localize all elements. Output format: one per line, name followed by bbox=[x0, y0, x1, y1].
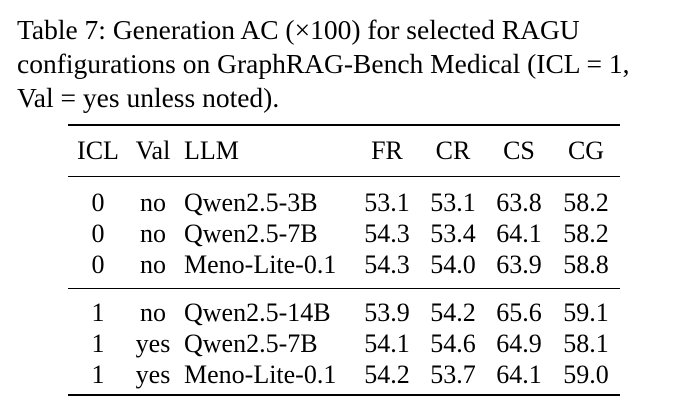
cell-icl: 0 bbox=[91, 187, 105, 217]
table-row: 1 yes Qwen2.5-7B 54.1 54.6 64.9 58.1 bbox=[68, 328, 620, 359]
cell-fr: 54.1 bbox=[364, 328, 410, 358]
table-row: 0 no Qwen2.5-3B 53.1 53.1 63.8 58.2 bbox=[68, 177, 620, 219]
cell-val: no bbox=[140, 218, 166, 248]
cell-cg: 59.1 bbox=[563, 297, 609, 327]
cell-cr: 53.4 bbox=[430, 218, 476, 248]
cell-cs: 64.1 bbox=[496, 218, 542, 248]
header-cr: CR bbox=[435, 136, 471, 165]
cell-cg: 58.8 bbox=[563, 249, 609, 279]
cell-cs: 64.9 bbox=[496, 328, 542, 358]
cell-cr: 54.0 bbox=[430, 249, 476, 279]
cell-cr: 53.1 bbox=[430, 187, 476, 217]
table-row: 1 yes Meno-Lite-0.1 54.2 53.7 64.1 59.0 bbox=[68, 359, 620, 395]
header-cs: CS bbox=[503, 136, 535, 165]
cell-fr: 54.2 bbox=[364, 359, 410, 389]
cell-icl: 1 bbox=[91, 328, 105, 358]
table-group-icl-1: 1 no Qwen2.5-14B 53.9 54.2 65.6 59.1 1 y… bbox=[68, 289, 620, 395]
cell-cr: 54.6 bbox=[430, 328, 476, 358]
cell-val: yes bbox=[135, 359, 171, 389]
header-row: ICL Val LLM FR CR CS CG bbox=[68, 125, 620, 177]
header-fr: FR bbox=[371, 136, 403, 165]
cell-cs: 63.9 bbox=[496, 249, 542, 279]
table-row: 0 no Qwen2.5-7B 54.3 53.4 64.1 58.2 bbox=[68, 218, 620, 249]
cell-icl: 0 bbox=[91, 249, 105, 279]
cell-cg: 58.2 bbox=[563, 187, 609, 217]
cell-icl: 1 bbox=[91, 297, 105, 327]
cell-cr: 53.7 bbox=[430, 359, 476, 389]
cell-llm: Meno-Lite-0.1 bbox=[184, 249, 337, 279]
header-llm: LLM bbox=[184, 136, 239, 165]
cell-val: no bbox=[140, 249, 166, 279]
cell-llm: Qwen2.5-7B bbox=[184, 218, 318, 248]
header-icl: ICL bbox=[77, 136, 119, 165]
cell-cg: 58.2 bbox=[563, 218, 609, 248]
cell-cg: 58.1 bbox=[563, 328, 609, 358]
table-row: 0 no Meno-Lite-0.1 54.3 54.0 63.9 58.8 bbox=[68, 249, 620, 289]
cell-llm: Qwen2.5-14B bbox=[184, 297, 331, 327]
cell-llm: Meno-Lite-0.1 bbox=[184, 359, 337, 389]
header-val: Val bbox=[135, 136, 171, 165]
caption-line-3: Val = yes unless noted). bbox=[17, 82, 280, 113]
cell-icl: 0 bbox=[91, 218, 105, 248]
cell-cr: 54.2 bbox=[430, 297, 476, 327]
table-group-icl-0: 0 no Qwen2.5-3B 53.1 53.1 63.8 58.2 0 no… bbox=[68, 177, 620, 289]
cell-val: yes bbox=[135, 328, 171, 358]
cell-val: no bbox=[140, 297, 166, 327]
cell-fr: 53.1 bbox=[364, 187, 410, 217]
cell-cs: 64.1 bbox=[496, 359, 542, 389]
cell-llm: Qwen2.5-7B bbox=[184, 328, 318, 358]
cell-cs: 63.8 bbox=[496, 187, 542, 217]
table-caption: Table 7: Generation AC (×100) for select… bbox=[17, 13, 681, 115]
cell-fr: 54.3 bbox=[364, 249, 410, 279]
table-row: 1 no Qwen2.5-14B 53.9 54.2 65.6 59.1 bbox=[68, 289, 620, 329]
caption-line-2: configurations on GraphRAG-Bench Medical… bbox=[17, 48, 630, 79]
table-header: ICL Val LLM FR CR CS CG bbox=[68, 125, 620, 177]
cell-icl: 1 bbox=[91, 359, 105, 389]
cell-fr: 53.9 bbox=[364, 297, 410, 327]
cell-llm: Qwen2.5-3B bbox=[184, 187, 318, 217]
cell-cs: 65.6 bbox=[496, 297, 542, 327]
cell-cg: 59.0 bbox=[563, 359, 609, 389]
cell-val: no bbox=[140, 187, 166, 217]
results-table: ICL Val LLM FR CR CS CG 0 no Qwen2.5-3B … bbox=[68, 124, 620, 396]
results-table-container: ICL Val LLM FR CR CS CG 0 no Qwen2.5-3B … bbox=[68, 124, 620, 396]
caption-line-1: Table 7: Generation AC (×100) for select… bbox=[17, 14, 580, 45]
header-cg: CG bbox=[567, 136, 605, 165]
cell-fr: 54.3 bbox=[364, 218, 410, 248]
